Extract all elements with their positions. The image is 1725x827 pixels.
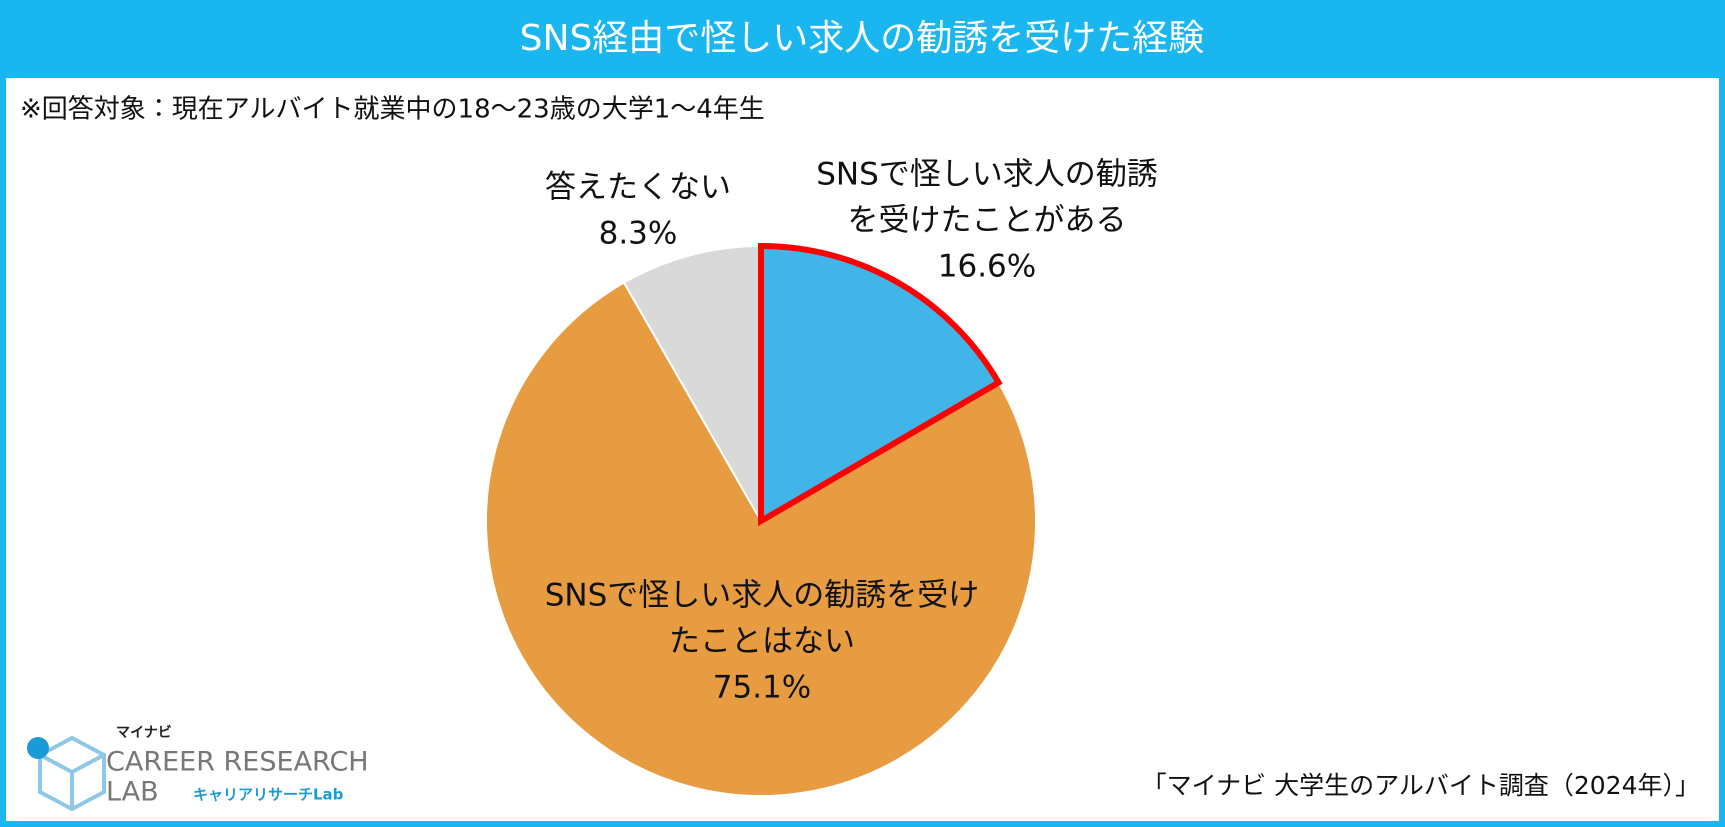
slice-label: を受けたことがある [848, 203, 1127, 239]
chart-title: SNS経由で怪しい求人の勧誘を受けた経験 [520, 18, 1205, 59]
pie-slice [758, 242, 1003, 527]
slice-label: 答えたくない [545, 170, 731, 206]
logo-line1: CAREER RESEARCH [106, 747, 369, 778]
logo-cube [38, 735, 106, 812]
logo-brand: マイナビ [116, 725, 172, 741]
logo-line2: LAB [106, 777, 159, 808]
source: 「マイナビ 大学生のアルバイト調査（2024年）」 [1142, 771, 1700, 800]
slice-label: たことはない [669, 624, 855, 660]
header-bar [0, 0, 1725, 78]
logo-dot [27, 737, 49, 759]
slice-label: SNSで怪しい求人の勧誘 [816, 157, 1158, 193]
slice-label: SNSで怪しい求人の勧誘を受け [545, 578, 980, 614]
pie-slice [622, 244, 762, 525]
pie-slice [485, 281, 1037, 797]
value-label: 8.3% [599, 216, 678, 252]
logo: マイナビ CAREER RESEARCH LAB キャリアリサーチLab [27, 725, 369, 812]
logo-sub: キャリアリサーチLab [193, 786, 344, 804]
subtitle: ※回答対象：現在アルバイト就業中の18～23歳の大学1～4年生 [20, 95, 765, 125]
value-label: 75.1% [713, 670, 811, 706]
value-label: 16.6% [938, 249, 1036, 285]
